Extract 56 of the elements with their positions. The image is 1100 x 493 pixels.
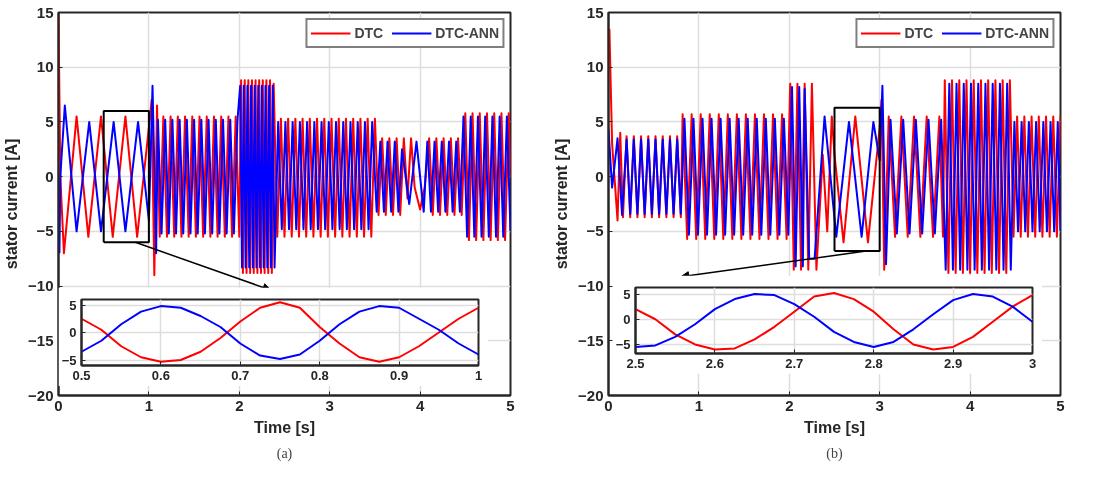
y-tick-label: −20	[28, 386, 54, 404]
y-tick-label: 5	[45, 112, 54, 130]
legend-label: DTC	[354, 25, 384, 41]
y-tick-label: −5	[586, 222, 604, 240]
legend-label: DTC-ANN	[435, 25, 499, 41]
x-tick-label: 0.6	[151, 367, 170, 383]
x-tick-label: 1	[144, 396, 154, 414]
x-tick-label: 1	[694, 396, 704, 414]
text: (b)	[826, 445, 843, 462]
y-tick-label: 0	[45, 167, 54, 185]
legend-label: DTC-ANN	[985, 25, 1049, 41]
x-tick-label: 5	[1056, 396, 1065, 414]
x-tick-label: 2	[235, 396, 244, 414]
y-tick-label: −20	[578, 386, 604, 404]
y-tick-label: 5	[69, 297, 77, 313]
x-tick-label: 0.8	[310, 367, 329, 383]
x-tick-label: 1	[474, 367, 483, 383]
y-tick-label: 15	[586, 3, 604, 21]
x-axis-title: Time [s]	[253, 418, 316, 436]
y-axis-title: stator current [A]	[553, 138, 571, 270]
text: (a)	[276, 445, 293, 462]
y-tick-label: −10	[578, 277, 604, 295]
x-tick-label: 3	[325, 396, 334, 414]
x-tick-label: 0.7	[231, 367, 250, 383]
y-tick-label: −5	[36, 222, 54, 240]
x-tick-label: 2.6	[705, 355, 724, 371]
y-tick-label: 10	[36, 58, 54, 76]
legend-label: DTC	[904, 25, 934, 41]
line-series	[608, 82, 1061, 271]
y-tick-label: 5	[595, 112, 604, 130]
x-tick-label: 4	[965, 396, 975, 414]
y-axis-title: stator current [A]	[3, 138, 21, 270]
x-tick-label: 0.9	[390, 367, 409, 383]
x-tick-label: 2.5	[626, 355, 645, 371]
y-tick-label: 0	[69, 325, 77, 340]
x-tick-label: 3	[1028, 355, 1037, 371]
x-tick-label: 2.8	[864, 355, 883, 371]
x-axis-title: Time [s]	[803, 418, 866, 436]
y-tick-label: 5	[623, 286, 631, 302]
y-tick-label: −5	[61, 352, 77, 368]
x-tick-label: 2.7	[785, 355, 804, 371]
x-tick-label: 3	[875, 396, 884, 414]
y-tick-label: −15	[28, 331, 54, 349]
y-tick-label: −5	[615, 336, 631, 352]
x-tick-label: 2.9	[944, 355, 963, 371]
x-tick-label: 2	[785, 396, 794, 414]
y-tick-label: −15	[578, 331, 604, 349]
y-tick-label: 0	[595, 167, 604, 185]
x-tick-label: 0.5	[72, 367, 91, 383]
y-tick-label: 10	[586, 58, 604, 76]
y-tick-label: 0	[623, 311, 631, 327]
y-tick-label: −10	[28, 277, 54, 295]
y-tick-label: 15	[36, 3, 54, 21]
x-tick-label: 4	[415, 396, 425, 414]
line-series	[58, 84, 511, 269]
x-tick-label: 5	[506, 396, 515, 414]
